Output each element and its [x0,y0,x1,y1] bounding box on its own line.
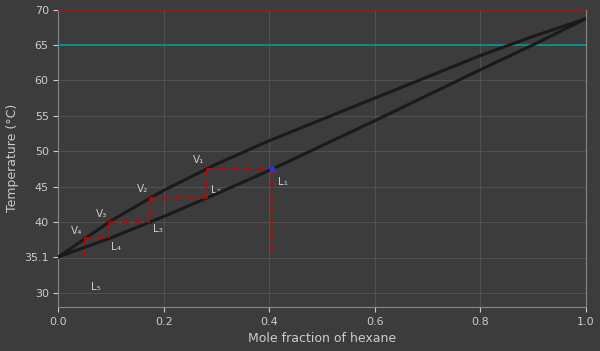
Text: L₂: L₂ [211,185,221,195]
Text: V₁: V₁ [193,155,204,165]
Text: L₃: L₃ [153,224,163,234]
Text: V₄: V₄ [71,226,83,236]
Text: V₂: V₂ [136,184,148,194]
Text: L₁: L₁ [278,178,287,187]
Y-axis label: Temperature (°C): Temperature (°C) [5,104,19,212]
Text: L₄: L₄ [111,242,121,252]
Text: V₃: V₃ [95,209,107,219]
Text: L₅: L₅ [91,282,101,292]
X-axis label: Mole fraction of hexane: Mole fraction of hexane [248,332,396,345]
